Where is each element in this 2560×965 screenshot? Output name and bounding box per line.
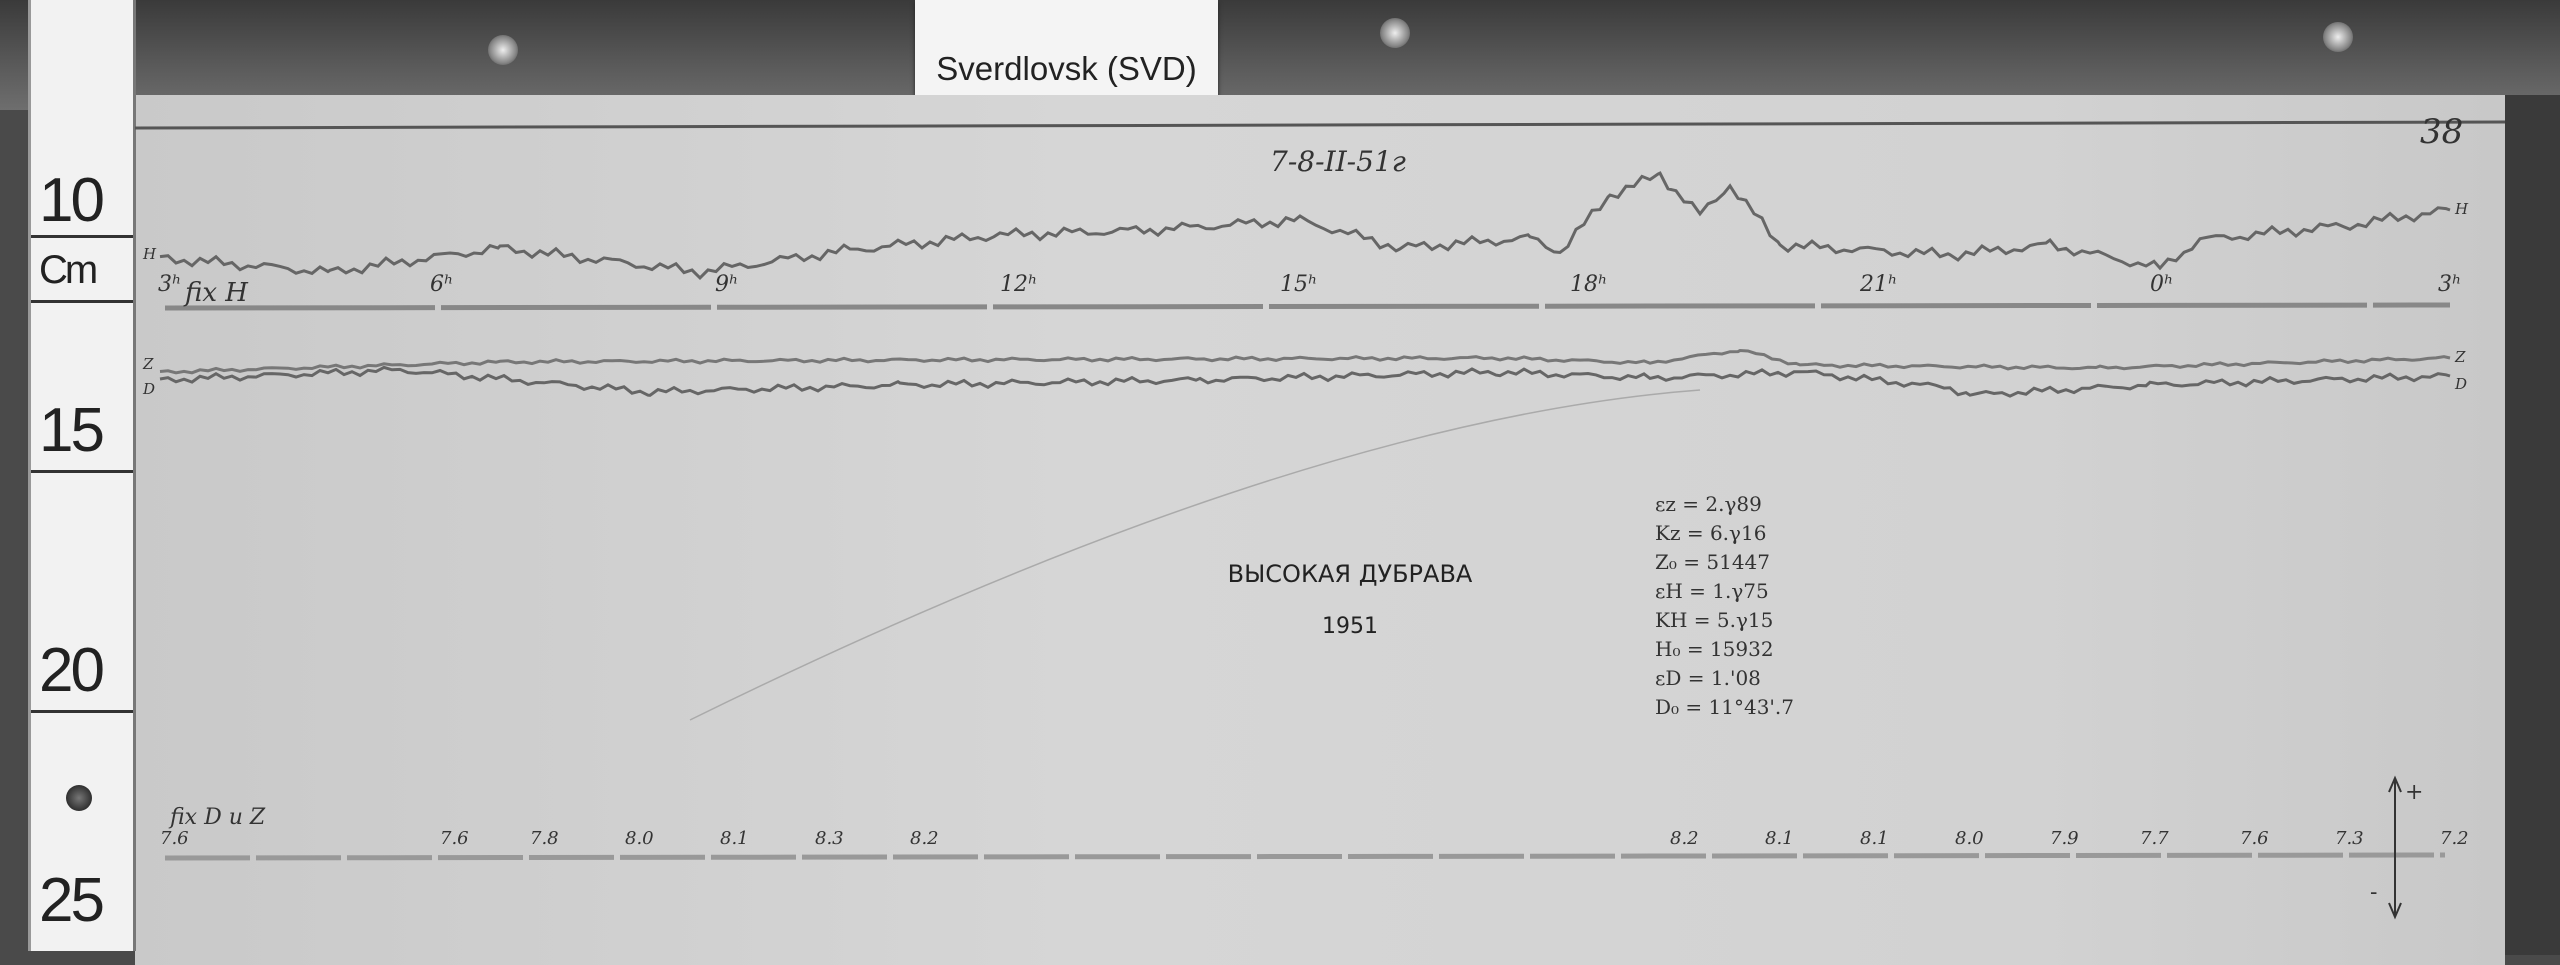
calibration-constant: D₀ = 11°43'.7 (1655, 695, 1795, 719)
h-baseline (164, 302, 2451, 311)
hour-tick-label: 18ʰ (1570, 272, 1608, 297)
ruler-mark: 20 (39, 636, 105, 705)
temperature-reading: 8.1 (720, 828, 749, 849)
hour-tick-label: 21ʰ (1860, 272, 1898, 297)
calibration-constant: Z₀ = 51447 (1655, 550, 1771, 574)
temperature-reading: 7.6 (2240, 828, 2269, 849)
faint-line (689, 389, 1701, 721)
sheet-number: 38 (2420, 112, 2464, 152)
constants-list: εz = 2.γ89 Kz = 6.γ16 Z₀ = 51447 εH = 1.γ75… (1655, 490, 1794, 722)
screw (1380, 18, 1410, 48)
ruler-line (31, 235, 133, 238)
temperature-label: fix D u Z (170, 805, 266, 830)
station-name: ВЫСОКАЯ ДУБРАВА (1227, 560, 1473, 588)
d-trace (159, 365, 2451, 398)
ruler-mark: 15 (39, 396, 105, 465)
temperature-reading: 7.6 (160, 828, 189, 849)
hour-tick-label: 12ʰ (1000, 272, 1038, 297)
temperature-reading: 7.9 (2050, 828, 2079, 849)
hour-tick-label: 0ʰ (2150, 272, 2174, 297)
sheet-year: 1951 (1322, 614, 1378, 639)
h-trace (159, 171, 2451, 281)
temperature-reading: 7.2 (2440, 828, 2469, 849)
calibration-constant: H₀ = 15932 (1655, 637, 1774, 661)
temperature-baseline (164, 852, 2446, 861)
z-label-right: Z (2455, 348, 2466, 366)
station-label: Sverdlovsk (SVD) (936, 50, 1197, 87)
ruler: 10 Cm 15 20 25 (28, 0, 136, 951)
screw (488, 35, 518, 65)
ruler-unit: Cm (39, 248, 98, 292)
temperature-reading: 7.6 (440, 828, 469, 849)
station-label-card: Sverdlovsk (SVD) (915, 0, 1218, 95)
ruler-mark: 25 (39, 866, 105, 935)
h-label-left: H (143, 245, 157, 263)
ruler-hole (66, 785, 92, 811)
calibration-constant: KH = 5.γ15 (1655, 608, 1774, 632)
d-label-right: D (2455, 375, 2468, 393)
temperature-reading: 7.3 (2335, 828, 2364, 849)
z-trace (159, 348, 2451, 375)
temperature-reading: 8.1 (1860, 828, 1889, 849)
calibration-constant: εH = 1.γ75 (1655, 579, 1769, 603)
h-axis-label: fix H (185, 278, 248, 308)
calibration-constant: εD = 1.'08 (1655, 666, 1761, 690)
temperature-reading: 7.8 (530, 828, 559, 849)
ruler-line (31, 470, 133, 473)
clamp-edge (134, 120, 2506, 130)
screw (2323, 22, 2353, 52)
hour-tick-label: 15ʰ (1280, 272, 1318, 297)
plus-sign: + (2405, 780, 2424, 805)
temperature-reading: 8.3 (815, 828, 844, 849)
ruler-line (31, 300, 133, 303)
temperature-reading: 8.0 (625, 828, 654, 849)
wooden-frame (0, 0, 2560, 110)
temperature-reading: 8.2 (1670, 828, 1699, 849)
hour-tick-label: 3ʰ (2438, 272, 2462, 297)
hour-tick-label: 3ʰ (158, 272, 182, 297)
calibration-constant: εz = 2.γ89 (1655, 492, 1762, 516)
hour-tick-label: 6ʰ (430, 272, 454, 297)
ruler-mark: 10 (39, 166, 105, 235)
h-label-right: H (2455, 200, 2469, 218)
calibration-constant: Kz = 6.γ16 (1655, 521, 1767, 545)
hour-tick-label: 9ʰ (715, 272, 739, 297)
sheet-date: 7-8-II-51г (1270, 145, 1406, 178)
temperature-reading: 8.0 (1955, 828, 1984, 849)
ruler-line (31, 710, 133, 713)
minus-sign: - (2370, 880, 2378, 905)
z-label-left: Z (143, 355, 154, 373)
temperature-reading: 7.7 (2140, 828, 2169, 849)
frame-edge (2505, 95, 2560, 955)
d-label-left: D (143, 380, 156, 398)
arrow-heads (2388, 775, 2402, 920)
temperature-reading: 8.1 (1765, 828, 1794, 849)
temperature-reading: 8.2 (910, 828, 939, 849)
magnetogram-sheet (135, 95, 2505, 965)
